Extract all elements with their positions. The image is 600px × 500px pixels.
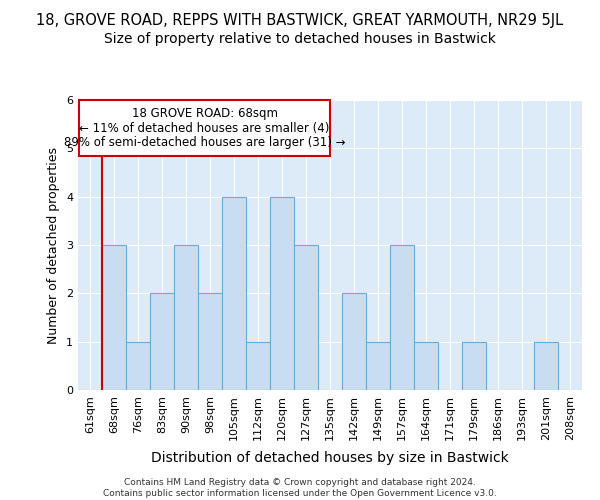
Bar — [342, 294, 366, 390]
Bar — [126, 342, 150, 390]
Bar — [414, 342, 438, 390]
Bar — [366, 342, 390, 390]
Bar — [390, 245, 414, 390]
Bar — [198, 294, 222, 390]
Bar — [150, 294, 174, 390]
Text: 18, GROVE ROAD, REPPS WITH BASTWICK, GREAT YARMOUTH, NR29 5JL: 18, GROVE ROAD, REPPS WITH BASTWICK, GRE… — [37, 12, 563, 28]
Text: Contains HM Land Registry data © Crown copyright and database right 2024.
Contai: Contains HM Land Registry data © Crown c… — [103, 478, 497, 498]
Bar — [174, 245, 198, 390]
Text: Size of property relative to detached houses in Bastwick: Size of property relative to detached ho… — [104, 32, 496, 46]
FancyBboxPatch shape — [79, 100, 330, 156]
Bar — [246, 342, 270, 390]
Bar — [462, 342, 486, 390]
Y-axis label: Number of detached properties: Number of detached properties — [47, 146, 61, 344]
Bar — [294, 245, 318, 390]
X-axis label: Distribution of detached houses by size in Bastwick: Distribution of detached houses by size … — [151, 451, 509, 465]
Bar — [222, 196, 246, 390]
Text: 89% of semi-detached houses are larger (31) →: 89% of semi-detached houses are larger (… — [64, 136, 346, 149]
Bar — [270, 196, 294, 390]
Bar — [534, 342, 558, 390]
Text: ← 11% of detached houses are smaller (4): ← 11% of detached houses are smaller (4) — [79, 122, 330, 135]
Bar — [102, 245, 126, 390]
Text: 18 GROVE ROAD: 68sqm: 18 GROVE ROAD: 68sqm — [131, 108, 278, 120]
